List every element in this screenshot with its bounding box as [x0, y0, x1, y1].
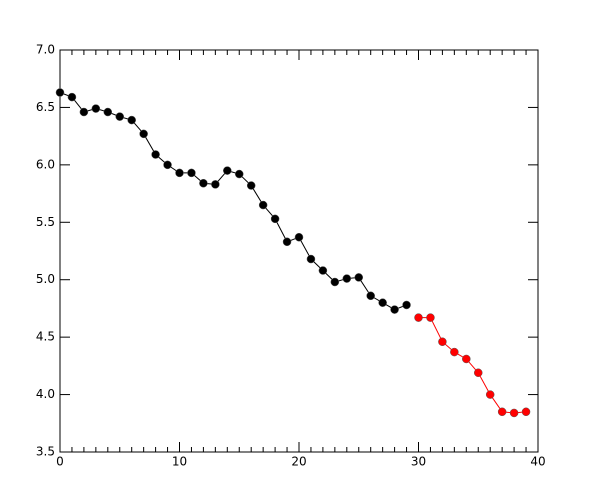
point	[211, 180, 220, 189]
y-tick-label: 5.5	[36, 215, 55, 229]
point	[366, 291, 375, 301]
point	[354, 273, 363, 282]
point	[438, 337, 447, 346]
x-tick-label: 40	[530, 455, 545, 469]
point	[450, 347, 459, 357]
point	[509, 408, 519, 418]
y-tick-label: 5.0	[36, 272, 55, 286]
point	[163, 160, 172, 170]
point	[127, 115, 136, 125]
point	[330, 277, 340, 287]
point	[306, 254, 316, 264]
point	[55, 88, 65, 97]
point	[294, 232, 304, 242]
point	[187, 168, 196, 178]
y-tick-label: 6.0	[36, 157, 55, 171]
point	[342, 274, 352, 283]
point	[426, 313, 435, 322]
point	[414, 313, 423, 322]
point	[175, 168, 184, 178]
x-tick-label: 20	[291, 455, 306, 469]
plot-frame	[59, 49, 539, 453]
point	[151, 150, 160, 159]
point	[474, 368, 483, 377]
point	[497, 407, 507, 417]
point	[521, 407, 531, 417]
point	[91, 104, 101, 113]
point	[103, 107, 113, 117]
y-tick-label: 4.5	[36, 330, 55, 344]
point	[378, 298, 387, 307]
point	[402, 300, 411, 310]
point	[235, 169, 244, 179]
y-tick-label: 6.5	[36, 100, 55, 114]
point	[246, 181, 256, 190]
y-tick-label: 4.0	[36, 387, 55, 401]
point	[258, 200, 268, 210]
x-tick-label: 10	[172, 455, 187, 469]
point	[67, 92, 77, 102]
series-line	[418, 317, 527, 414]
point	[223, 166, 232, 175]
x-tick-label: 0	[56, 455, 64, 469]
point	[199, 178, 208, 188]
y-tick-label: 3.5	[36, 445, 55, 459]
point	[282, 237, 292, 247]
x-tick-label: 30	[411, 455, 426, 469]
point	[270, 214, 280, 224]
point	[390, 305, 399, 314]
point	[462, 354, 471, 364]
point	[139, 129, 148, 139]
point	[79, 107, 89, 117]
point	[318, 266, 328, 275]
point	[115, 112, 124, 121]
y-tick-label: 7.0	[36, 43, 55, 57]
point	[485, 390, 495, 399]
